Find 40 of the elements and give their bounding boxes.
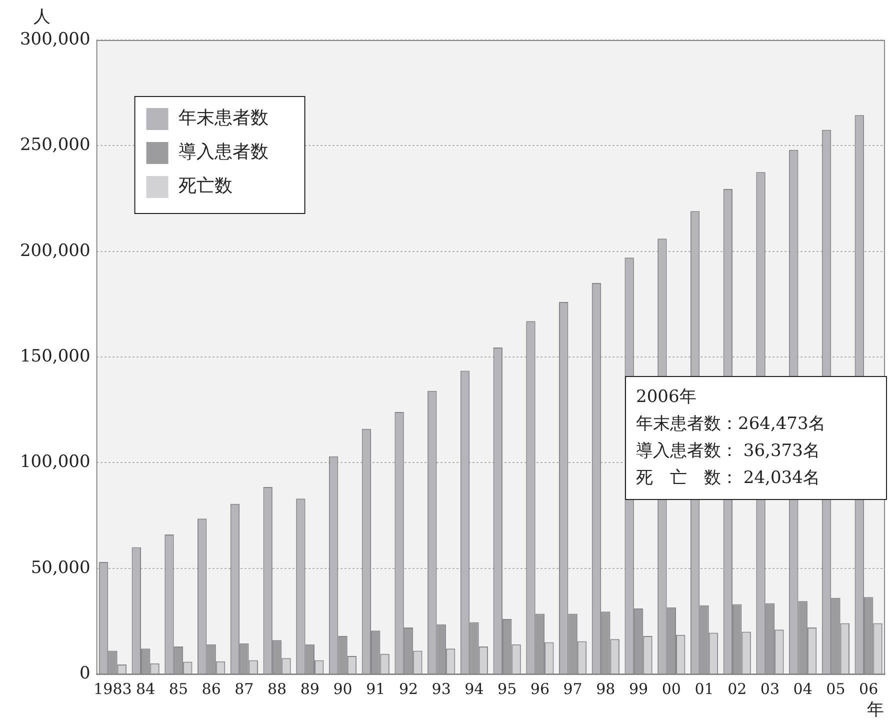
y-tick-label: 250,000 (20, 135, 90, 156)
y-tick-label: 200,000 (20, 240, 90, 261)
legend-label: 死亡数 (178, 176, 232, 197)
x-tick-label: 95 (498, 680, 517, 698)
x-tick-label: 99 (628, 680, 648, 698)
annotation: 死 亡 数： 24,034名 (636, 467, 821, 490)
legend-label: 年末患者数 (178, 108, 268, 129)
x-tick-label: 06 (859, 680, 878, 698)
y-tick-label: 0 (79, 663, 90, 684)
x-tick-label: 05 (826, 680, 846, 698)
annotation: 年末患者数：264,473名 (636, 413, 826, 436)
x-tick-label: 98 (596, 680, 616, 698)
x-tick-label: 96 (530, 680, 550, 698)
x-tick-label: 85 (168, 680, 188, 698)
y-tick-label: 50,000 (30, 558, 90, 578)
x-tick-label: 01 (694, 680, 714, 698)
x-tick-label: 89 (300, 680, 320, 698)
y-tick-label: 100,000 (20, 452, 90, 472)
x-tick-label: 90 (333, 680, 352, 698)
x-tick-label: 03 (760, 680, 780, 698)
y-tick-label: 300,000 (20, 29, 90, 50)
x-tick-label: 00 (662, 680, 681, 698)
y-axis-title: 人 (34, 7, 50, 27)
x-tick-label: 87 (234, 680, 254, 698)
x-tick-label: 02 (728, 680, 747, 698)
x-tick-label: 92 (398, 680, 418, 698)
x-tick-label: 93 (432, 680, 451, 698)
x-tick-label: 94 (464, 680, 484, 698)
x-tick-label: 97 (563, 680, 582, 698)
annotation: 2006年 (636, 386, 698, 409)
x-tick-label: 88 (267, 680, 287, 698)
x-tick-label: 91 (366, 680, 386, 698)
x-tick-label: 84 (136, 680, 156, 698)
x-tick-label: 04 (793, 680, 812, 698)
x-tick-label: 86 (202, 680, 221, 698)
x-axis-title: 年 (867, 700, 884, 720)
legend-label: 導入患者数 (178, 142, 268, 163)
annotation: 導入患者数： 36,373名 (636, 440, 821, 463)
y-tick-label: 150,000 (20, 346, 90, 366)
x-tick-label: 1983 (94, 680, 132, 698)
